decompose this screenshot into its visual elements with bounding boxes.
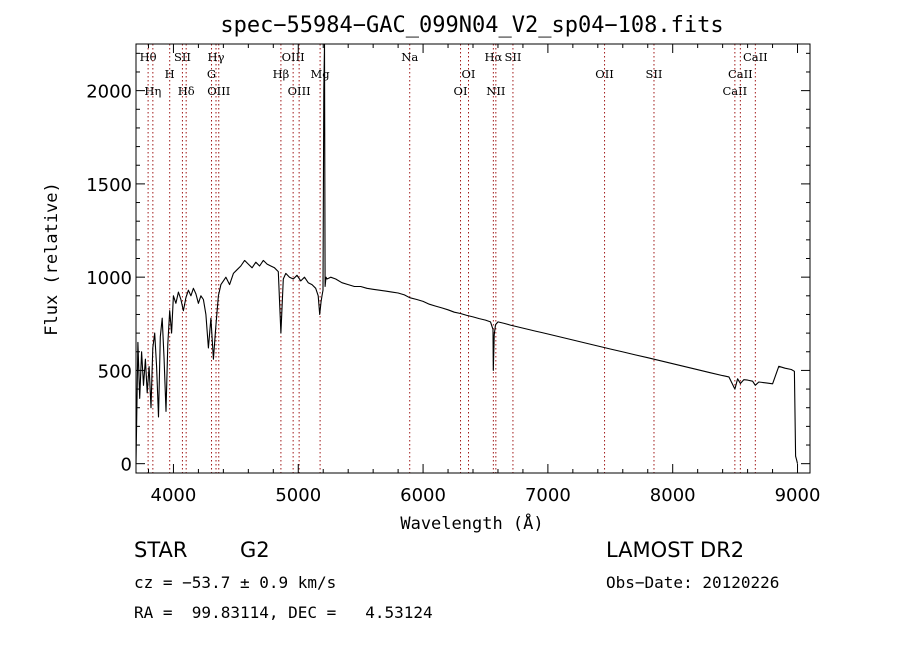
- x-axis-label: Wavelength (Å): [400, 512, 543, 534]
- line-marker-label: CaII: [722, 84, 747, 98]
- line-marker-label: Hα: [484, 50, 502, 64]
- line-marker-label: OIII: [282, 50, 305, 64]
- y-tick-label: 2000: [86, 82, 132, 103]
- spectral-subclass: G2: [240, 538, 270, 562]
- spectrum-series: [135, 43, 799, 464]
- y-tick-label: 0: [121, 455, 132, 476]
- y-axis-label: Flux (relative): [42, 182, 62, 336]
- line-marker-label: Mg: [311, 67, 331, 81]
- survey-name: LAMOST DR2: [606, 538, 745, 562]
- line-marker-label: OIII: [288, 84, 311, 98]
- object-class: STAR: [134, 538, 188, 562]
- obs-date-text: Obs−Date: 20120226: [606, 573, 780, 592]
- redshift-text: cz = −53.7 ± 0.9 km/s: [134, 573, 337, 592]
- line-marker-label: CaII: [728, 67, 753, 81]
- line-marker-label: OIII: [207, 84, 230, 98]
- x-tick-label: 4000: [151, 485, 197, 506]
- line-marker-label: G: [207, 67, 216, 81]
- line-marker-label: OII: [595, 67, 614, 81]
- chart-title: spec−55984−GAC_099N04_V2_sp04−108.fits: [220, 13, 723, 38]
- line-marker-label: Hθ: [140, 50, 157, 64]
- line-marker-label: Hδ: [178, 84, 195, 98]
- line-marker-label: OI: [454, 84, 468, 98]
- x-tick-label: 8000: [650, 485, 696, 506]
- y-tick-label: 1500: [86, 175, 132, 196]
- line-marker-label: SII: [645, 67, 662, 81]
- line-marker-label: NII: [486, 84, 505, 98]
- x-tick-label: 9000: [775, 485, 821, 506]
- y-axis-ticks: 0 500 1000 1500 2000: [86, 52, 810, 476]
- line-marker-label: Hγ: [208, 50, 225, 64]
- coordinates-text: RA = 99.83114, DEC = 4.53124: [134, 603, 433, 622]
- line-marker-label: Na: [401, 50, 418, 64]
- line-marker-label: Hβ: [273, 67, 290, 81]
- spectral-line-markers: HθHηHSIIHδHγGOIIIHβOIIIOIIIMgNaOIOIHαNII…: [140, 44, 768, 473]
- plot-border: [135, 43, 811, 474]
- line-marker-label: Hη: [144, 84, 161, 98]
- line-marker-label: SII: [504, 50, 521, 64]
- line-marker-label: SII: [174, 50, 191, 64]
- x-tick-label: 7000: [525, 485, 571, 506]
- y-tick-label: 500: [98, 361, 132, 382]
- line-marker-label: H: [165, 67, 175, 81]
- x-tick-label: 6000: [400, 485, 446, 506]
- line-marker-label: OI: [462, 67, 476, 81]
- line-marker-label: CaII: [743, 50, 768, 64]
- spectrum-line: [135, 43, 799, 464]
- x-tick-label: 5000: [275, 485, 321, 506]
- y-tick-label: 1000: [86, 268, 132, 289]
- plot-frame: [135, 43, 811, 474]
- x-axis-ticks: 4000 5000 6000 7000 8000 9000: [147, 44, 821, 506]
